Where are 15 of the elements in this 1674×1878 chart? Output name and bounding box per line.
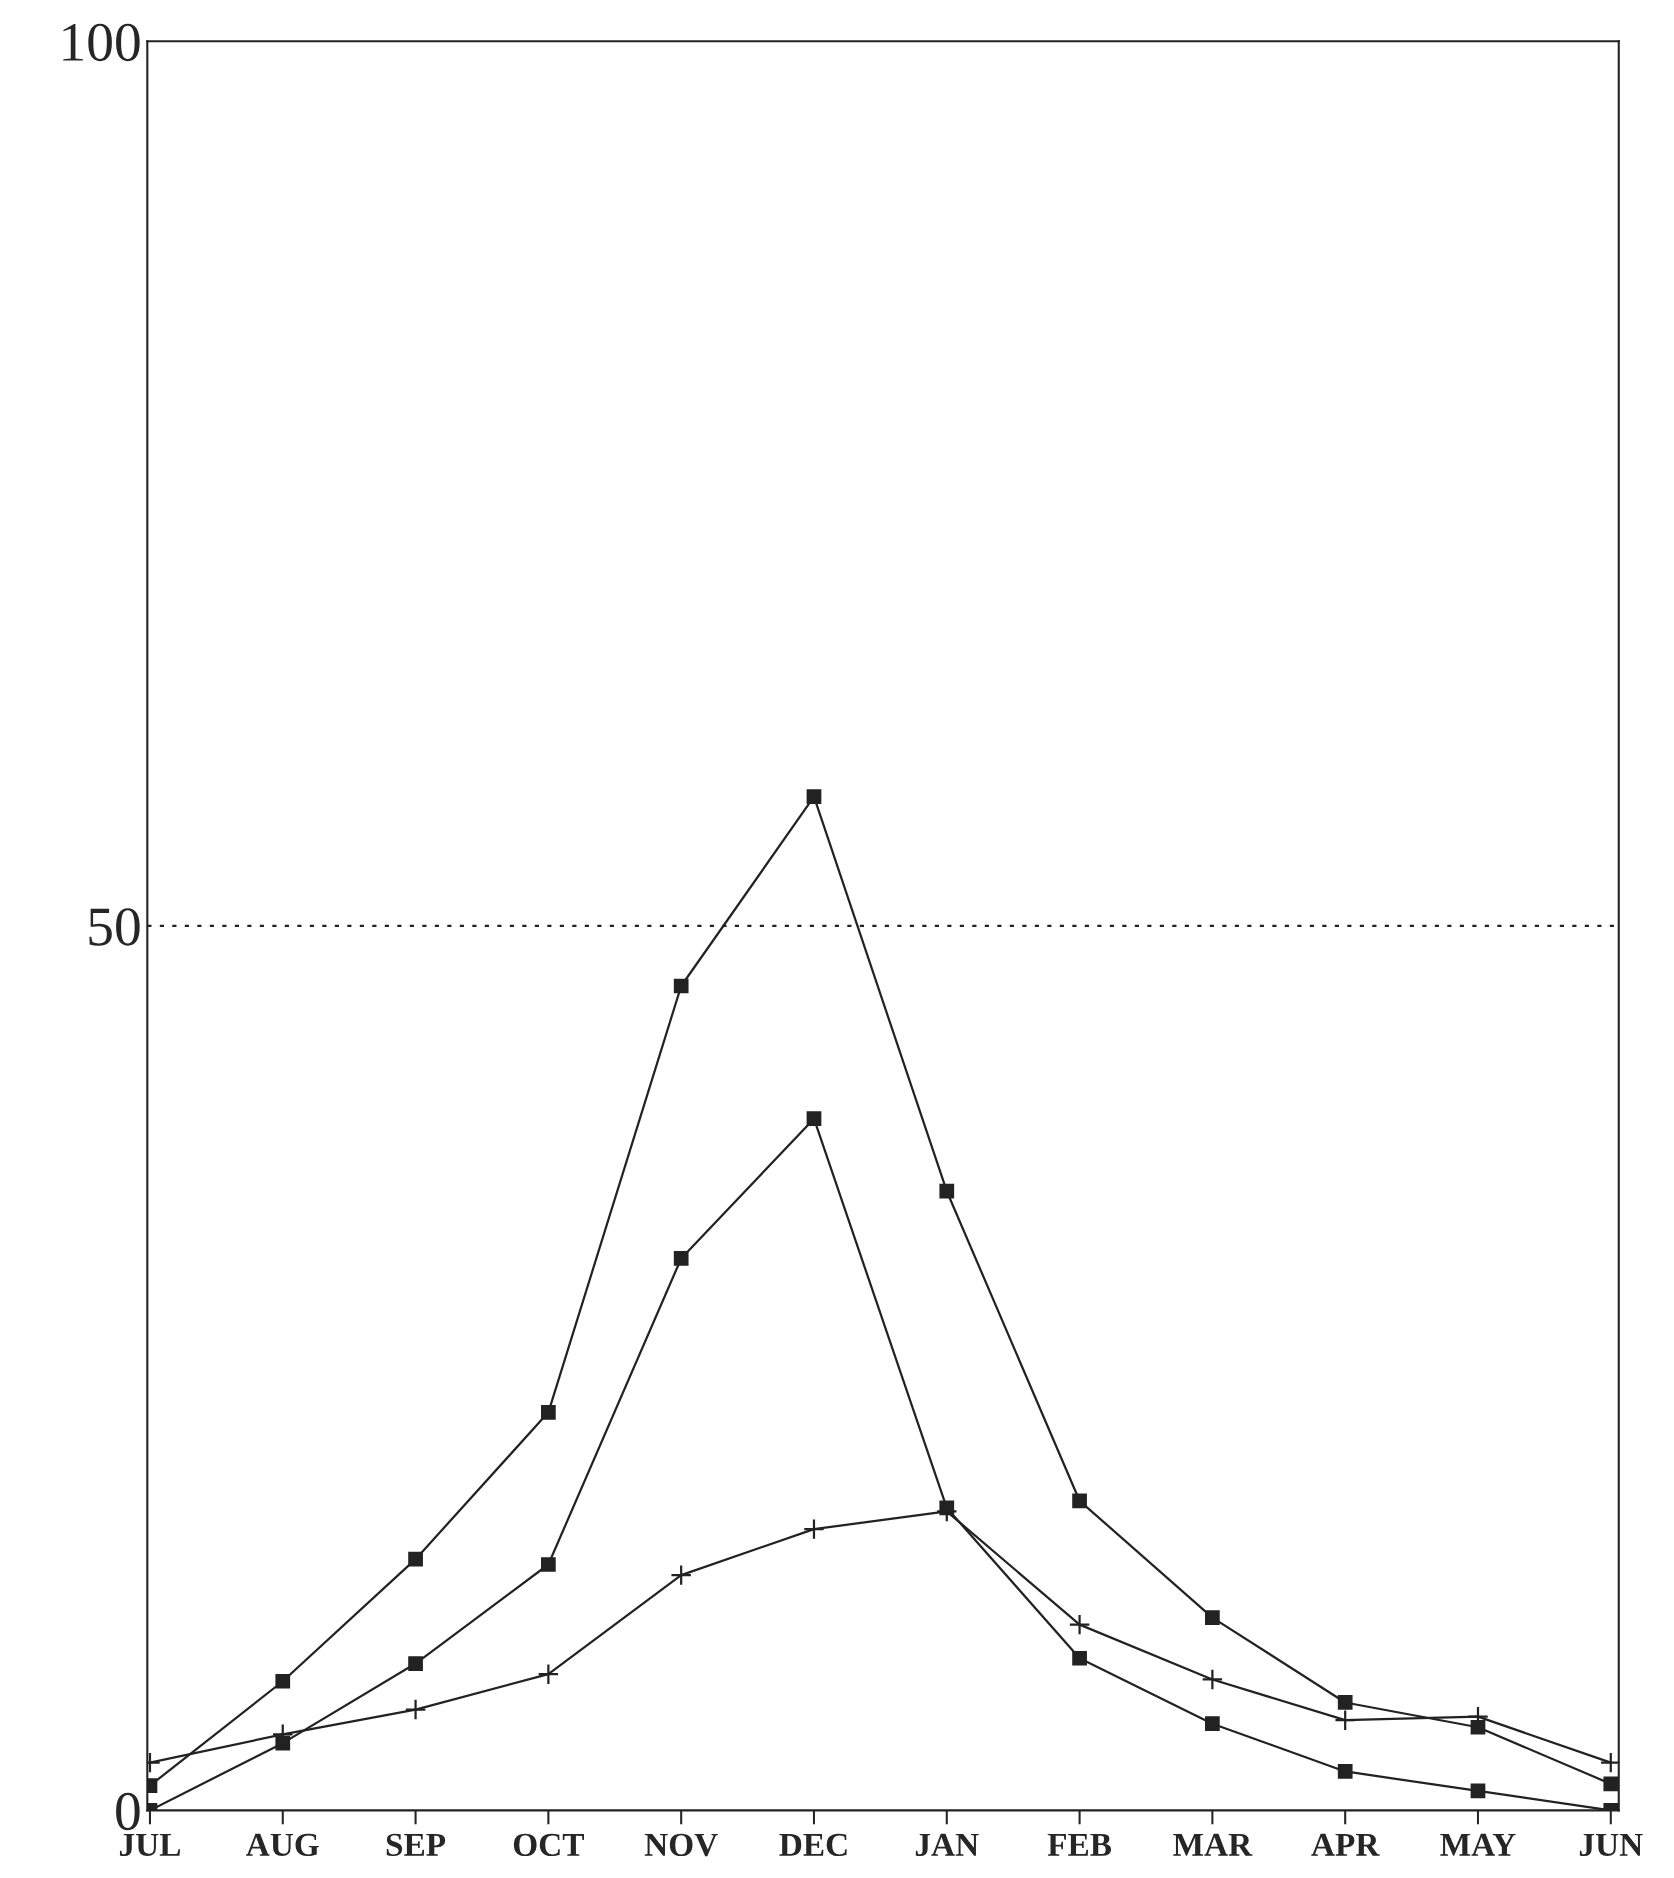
x-tick-label: JAN [915, 1833, 979, 1857]
x-tick-label: FEB [1047, 1833, 1112, 1856]
y-tick-label: 50 [89, 908, 140, 946]
x-tick-label: JUL [119, 1833, 181, 1857]
x-tick-label: DEC [779, 1833, 847, 1857]
x-tick-label: SEP [386, 1833, 446, 1857]
x-tick-label: AUG [246, 1833, 319, 1857]
x-tick-label: MAY [1440, 1833, 1516, 1856]
x-tick-label: NOV [644, 1833, 718, 1857]
x-tick-label: JUN [1579, 1833, 1643, 1857]
x-tick-label: APR [1311, 1833, 1380, 1856]
x-tick-label: MAR [1173, 1833, 1253, 1856]
y-tick-label: 0 [116, 1792, 140, 1831]
y-tick-label: 100 [63, 23, 140, 62]
x-tick-label: OCT [513, 1833, 584, 1857]
